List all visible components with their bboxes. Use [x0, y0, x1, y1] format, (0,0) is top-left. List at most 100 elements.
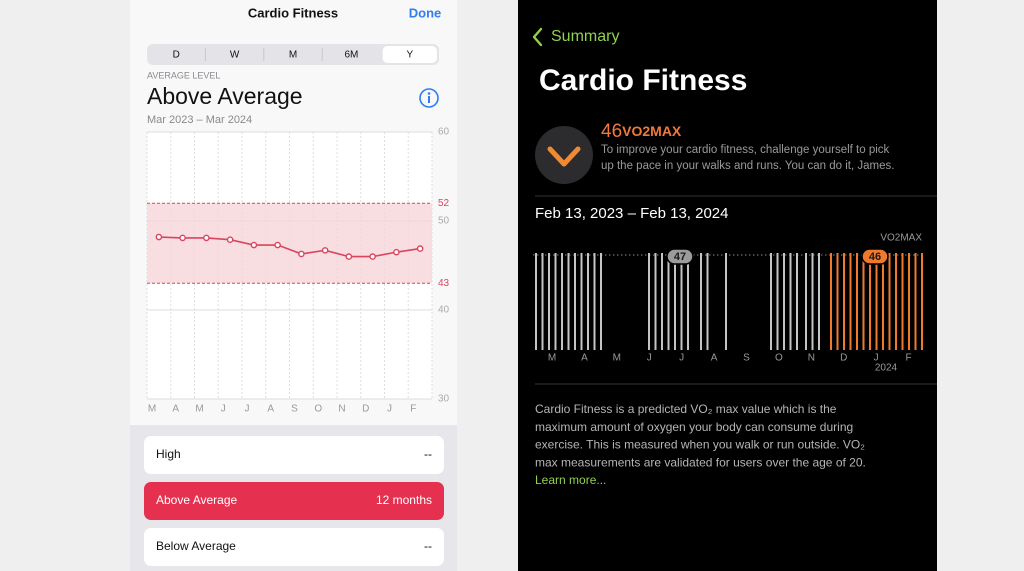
- segment[interactable]: W: [230, 50, 240, 61]
- measurement-bar: [574, 253, 576, 350]
- average-band: [147, 203, 432, 284]
- down-chevron: [547, 146, 581, 167]
- measurement-bar: [888, 253, 891, 350]
- x-tick-label: N: [338, 404, 345, 415]
- x-tick-label: J: [387, 404, 392, 415]
- level-name: Above Average: [156, 493, 238, 507]
- x-tick-label: A: [172, 404, 179, 415]
- info-icon[interactable]: [419, 88, 439, 108]
- level-row[interactable]: Above Average 12 months: [144, 482, 444, 520]
- measurement-bar: [680, 253, 683, 350]
- unit: VO2MAX: [622, 123, 682, 139]
- message-line: To improve your cardio fitness, challeng…: [601, 144, 890, 156]
- band-label: 43: [438, 278, 450, 289]
- info-stem: [428, 96, 430, 103]
- overline: AVERAGE LEVEL: [147, 70, 220, 80]
- measurement-bar: [661, 253, 663, 350]
- measurement-bar: [908, 253, 910, 350]
- segment[interactable]: D: [173, 50, 180, 61]
- status-icon: [535, 126, 593, 184]
- measurement-bar: [674, 253, 676, 350]
- nav-title: Cardio Fitness: [248, 5, 338, 20]
- date-range: Mar 2023 – Mar 2024: [147, 114, 252, 126]
- measurement-bar: [654, 253, 657, 350]
- measurement-bar: [843, 253, 845, 350]
- x-tick-label: M: [613, 353, 621, 364]
- back-label: Summary: [551, 28, 619, 45]
- measurement-bar: [875, 253, 878, 350]
- level-value: 12 months: [376, 493, 432, 507]
- data-point: [179, 234, 186, 242]
- measurement-bar: [869, 253, 871, 350]
- x-tick-label: D: [840, 353, 847, 364]
- level-row[interactable]: High --: [144, 436, 444, 474]
- message-line: up the pace in your walks and runs. You …: [601, 160, 894, 172]
- measurement-bar: [789, 253, 792, 350]
- measurement-bar: [796, 253, 798, 350]
- level-row[interactable]: Below Average --: [144, 528, 444, 566]
- y-tick-label: 40: [438, 305, 450, 316]
- measurement-bar: [567, 253, 570, 350]
- segment[interactable]: Y: [406, 50, 413, 61]
- data-point: [250, 241, 258, 249]
- x-tick-label: S: [291, 404, 298, 415]
- measurement-bar: [921, 253, 923, 350]
- back-button[interactable]: Summary: [532, 27, 619, 47]
- measurement-bar: [648, 253, 650, 350]
- row-background: [144, 436, 444, 474]
- measurement-bar: [849, 253, 852, 350]
- measurement-bar: [895, 253, 897, 350]
- y-tick-label: 60: [438, 127, 450, 138]
- callout-label: 47: [674, 251, 686, 263]
- info-dot: [427, 92, 431, 95]
- done-button[interactable]: Done: [409, 5, 442, 20]
- callout-label: 46: [869, 251, 881, 263]
- y-tick-label: 30: [438, 394, 450, 405]
- x-tick-label: A: [581, 353, 588, 364]
- x-tick-label: A: [711, 353, 718, 364]
- measurement-bar: [882, 253, 884, 350]
- measurement-bar: [783, 253, 785, 350]
- data-point: [345, 253, 353, 260]
- year-label: 2024: [875, 363, 898, 374]
- measurement-bar: [700, 253, 702, 350]
- x-tick-label: M: [148, 404, 156, 415]
- value: 46: [601, 121, 622, 142]
- learn-more-link[interactable]: Learn more...: [535, 473, 606, 487]
- measurement-bar: [541, 253, 544, 350]
- description-line: max measurements are validated for users…: [535, 455, 866, 469]
- measurement-bar: [587, 253, 589, 350]
- measurement-bar: [580, 253, 583, 350]
- callout-bubble: [861, 248, 889, 265]
- data-point: [274, 241, 281, 249]
- measurement-bar: [830, 253, 832, 350]
- x-tick-label: J: [647, 353, 652, 364]
- description-line: maximum amount of oxygen your body can c…: [535, 420, 853, 434]
- measurement-bar: [805, 253, 807, 350]
- page-title: Cardio Fitness: [539, 64, 747, 97]
- measurement-bar: [706, 253, 709, 350]
- measurement-bar: [548, 253, 550, 350]
- data-point: [393, 248, 400, 256]
- x-tick-label: F: [410, 404, 416, 415]
- level-name: High: [156, 447, 181, 461]
- measurement-bar: [818, 253, 820, 350]
- data-point: [369, 253, 376, 260]
- current-value: 46VO2MAX: [601, 121, 682, 142]
- row-background: [144, 482, 444, 520]
- level-value: --: [424, 539, 432, 553]
- x-tick-label: N: [808, 353, 815, 364]
- measurement-bar: [836, 253, 839, 350]
- level-name: Below Average: [156, 539, 236, 553]
- y-tick-label: 50: [438, 216, 450, 227]
- level-value: --: [424, 447, 432, 461]
- measurement-bar: [554, 253, 557, 350]
- measurement-bar: [856, 253, 858, 350]
- x-tick-label: F: [906, 353, 912, 364]
- data-point: [203, 234, 210, 242]
- data-point: [226, 236, 234, 243]
- segment[interactable]: 6M: [344, 50, 358, 61]
- measurement-bar: [914, 253, 917, 350]
- segment[interactable]: M: [289, 50, 297, 61]
- segment-selected: [382, 46, 437, 63]
